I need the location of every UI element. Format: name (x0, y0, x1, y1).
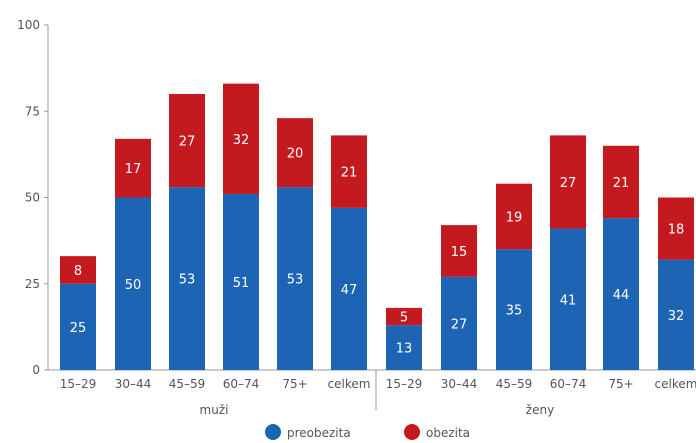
x-tick-label: celkem (328, 377, 371, 391)
bar-preobezita (496, 249, 532, 370)
x-tick-label: 45–59 (169, 377, 206, 391)
legend-label: obezita (426, 426, 470, 440)
bar-obezita (169, 94, 205, 188)
data-label-preobezita: 47 (341, 283, 358, 298)
bar-preobezita (441, 276, 477, 370)
bar-preobezita (331, 207, 367, 370)
group-label: muži (200, 403, 229, 417)
data-label-preobezita: 35 (506, 304, 523, 319)
legend-marker (265, 424, 281, 440)
bar-obezita (603, 145, 639, 219)
data-label-preobezita: 25 (70, 321, 87, 336)
bar-preobezita (115, 197, 151, 370)
bar-preobezita (603, 218, 639, 370)
data-label-obezita: 27 (560, 176, 577, 191)
data-label-preobezita: 53 (287, 273, 304, 288)
x-tick-label: 75+ (282, 377, 307, 391)
bar-preobezita (169, 187, 205, 370)
data-label-obezita: 20 (287, 147, 304, 162)
y-tick-label: 50 (25, 191, 40, 205)
data-label-preobezita: 27 (451, 317, 468, 332)
data-label-preobezita: 53 (179, 273, 196, 288)
legend-label: preobezita (287, 426, 351, 440)
group-label: ženy (526, 403, 554, 417)
x-tick-label: 15–29 (386, 377, 423, 391)
bar-obezita (60, 256, 96, 284)
data-label-preobezita: 13 (396, 342, 413, 357)
x-tick-label: 15–29 (60, 377, 97, 391)
data-label-preobezita: 50 (125, 278, 142, 293)
y-tick-label: 25 (25, 277, 40, 291)
y-tick-label: 0 (32, 363, 40, 377)
x-tick-label: 30–44 (115, 377, 152, 391)
x-tick-label: 45–59 (496, 377, 533, 391)
bar-preobezita (550, 228, 586, 370)
legend-marker (404, 424, 420, 440)
x-tick-label: 75+ (608, 377, 633, 391)
x-tick-label: 30–44 (441, 377, 478, 391)
data-label-obezita: 21 (341, 166, 358, 181)
bar-obezita (223, 83, 259, 195)
bar-obezita (331, 135, 367, 208)
bar-obezita (386, 307, 422, 326)
bar-obezita (441, 225, 477, 277)
data-label-obezita: 5 (400, 311, 408, 326)
bar-obezita (550, 135, 586, 229)
data-label-obezita: 18 (668, 223, 685, 238)
data-label-preobezita: 44 (613, 288, 630, 303)
data-label-obezita: 21 (613, 176, 630, 191)
bar-preobezita (658, 259, 694, 370)
x-tick-label: 60–74 (223, 377, 260, 391)
data-label-obezita: 32 (233, 133, 250, 148)
x-tick-label: celkem (655, 377, 696, 391)
bar-preobezita (60, 283, 96, 370)
bar-obezita (115, 138, 151, 198)
data-label-preobezita: 41 (560, 293, 577, 308)
data-label-obezita: 27 (179, 135, 196, 150)
data-label-obezita: 8 (74, 264, 82, 279)
bar-preobezita (386, 325, 422, 370)
y-tick-label: 100 (17, 18, 40, 32)
bar-preobezita (277, 187, 313, 370)
bar-obezita (496, 183, 532, 250)
y-tick-label: 75 (25, 104, 40, 118)
bar-preobezita (223, 194, 259, 370)
data-label-obezita: 15 (451, 245, 468, 260)
bar-obezita (658, 197, 694, 260)
data-label-obezita: 17 (125, 162, 142, 177)
data-label-preobezita: 32 (668, 309, 685, 324)
data-label-obezita: 19 (506, 210, 523, 225)
data-label-preobezita: 51 (233, 276, 250, 291)
bar-obezita (277, 118, 313, 188)
x-tick-label: 60–74 (550, 377, 587, 391)
